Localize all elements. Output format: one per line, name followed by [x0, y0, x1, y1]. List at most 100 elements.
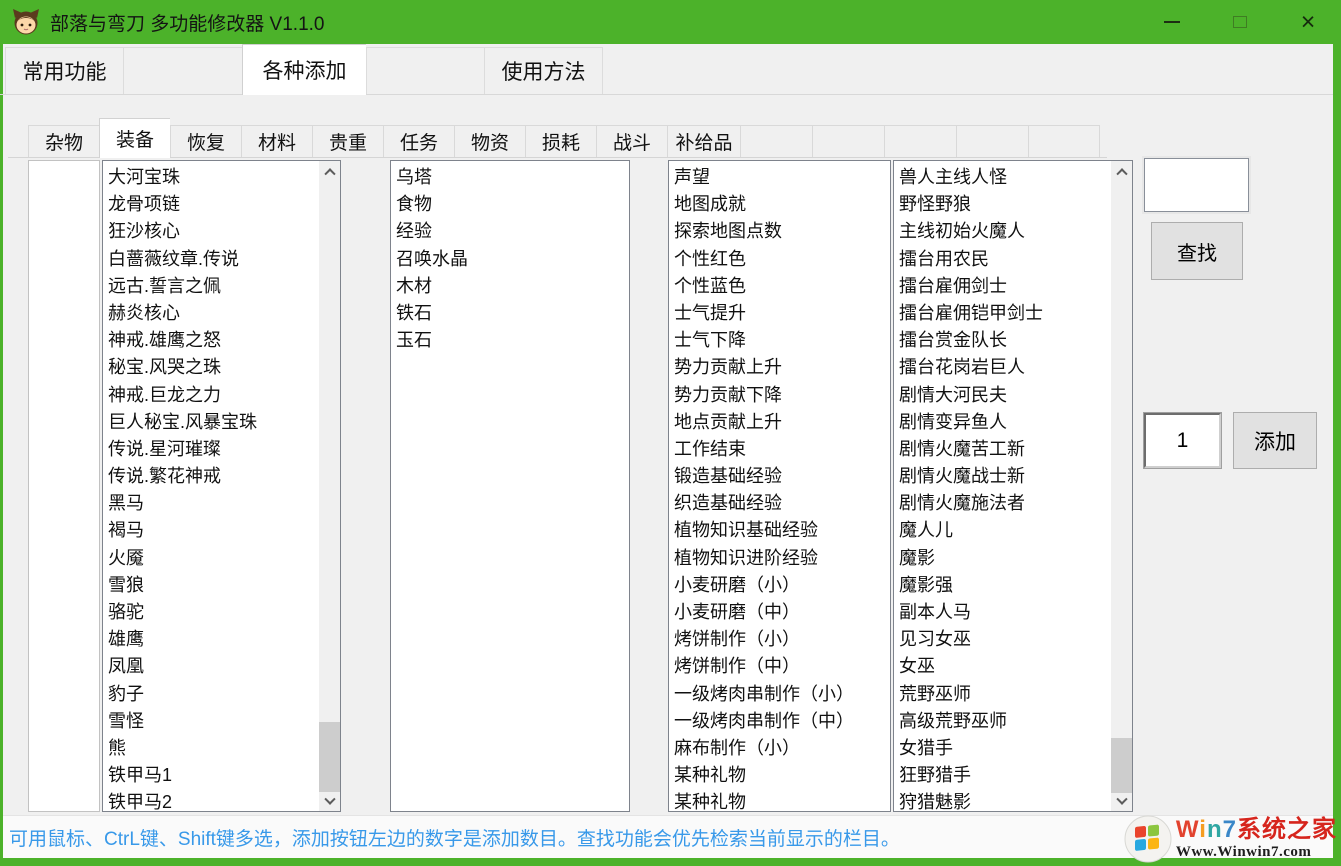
list-item[interactable]: 小麦研磨（中） — [674, 602, 800, 622]
category-tab[interactable]: 物资 — [454, 125, 525, 157]
category-tab[interactable]: 材料 — [241, 125, 312, 157]
scroll-up-button[interactable] — [1111, 161, 1132, 180]
list-item[interactable]: 巨人秘宝.风暴宝珠 — [108, 411, 258, 432]
list-item[interactable]: 个性红色 — [674, 248, 746, 269]
list-item[interactable]: 见习女巫 — [899, 629, 971, 650]
list-item[interactable]: 擂台花岗岩巨人 — [899, 357, 1025, 378]
list-item[interactable]: 士气提升 — [674, 302, 746, 323]
add-button[interactable]: 添加 — [1233, 412, 1317, 469]
resources-list[interactable]: 乌塔食物经验召唤水晶木材铁石玉石 — [390, 160, 630, 812]
list-item[interactable]: 狂野猎手 — [899, 765, 971, 786]
count-input[interactable] — [1144, 413, 1221, 468]
scroll-thumb[interactable] — [319, 722, 340, 792]
list-item[interactable]: 乌塔 — [396, 167, 432, 187]
list-item[interactable]: 赫炎核心 — [108, 302, 180, 323]
list-item[interactable]: 龙骨项链 — [108, 194, 180, 215]
list-item[interactable]: 铁石 — [396, 302, 432, 323]
main-tab[interactable] — [123, 47, 242, 94]
main-tab[interactable]: 各种添加 — [242, 44, 366, 95]
list-item[interactable]: 擂台赏金队长 — [899, 330, 1007, 351]
list-item[interactable]: 兽人主线人怪 — [899, 167, 1007, 187]
list-item[interactable]: 狩猎魅影 — [899, 792, 971, 812]
search-input[interactable] — [1144, 158, 1249, 212]
find-button[interactable]: 查找 — [1151, 222, 1243, 280]
list-item[interactable]: 荒野巫师 — [899, 683, 971, 704]
main-tab[interactable]: 使用方法 — [484, 47, 603, 94]
list-item[interactable]: 铁甲马2 — [108, 792, 173, 812]
list-item[interactable]: 某种礼物 — [674, 792, 746, 812]
list-item[interactable]: 大河宝珠 — [108, 167, 180, 187]
list-item[interactable]: 经验 — [396, 221, 432, 242]
list-item[interactable]: 烤饼制作（中） — [674, 656, 800, 677]
list-item[interactable]: 木材 — [396, 275, 432, 296]
list-item[interactable]: 织造基础经验 — [674, 493, 782, 514]
list-item[interactable]: 雄鹰 — [108, 629, 144, 650]
list-item[interactable]: 植物知识进阶经验 — [674, 547, 818, 568]
list-item[interactable]: 雪怪 — [108, 710, 144, 731]
list-item[interactable]: 魔影 — [899, 547, 935, 568]
list-item[interactable]: 剧情变异鱼人 — [899, 411, 1007, 432]
list-item[interactable]: 铁甲马1 — [108, 765, 173, 786]
list-item[interactable]: 工作结束 — [674, 438, 746, 459]
list-item[interactable]: 熊 — [108, 737, 126, 758]
minimize-button[interactable] — [1149, 0, 1195, 44]
scroll-down-button[interactable] — [319, 792, 340, 811]
category-tab[interactable] — [956, 125, 1028, 157]
list-item[interactable]: 擂台用农民 — [899, 248, 989, 269]
list-item[interactable]: 剧情大河民夫 — [899, 384, 1007, 405]
list-item[interactable]: 豹子 — [108, 683, 144, 704]
scroll-down-button[interactable] — [1111, 792, 1132, 811]
main-tab[interactable]: 常用功能 — [5, 47, 123, 94]
close-button[interactable]: × — [1285, 0, 1331, 44]
list-item[interactable]: 骆驼 — [108, 602, 144, 622]
list-item[interactable]: 某种礼物 — [674, 765, 746, 786]
category-tab[interactable] — [812, 125, 884, 157]
list-item[interactable]: 凤凰 — [108, 656, 144, 677]
list-item[interactable]: 魔人儿 — [899, 520, 953, 541]
list-item[interactable]: 探索地图点数 — [674, 221, 782, 242]
category-tab[interactable]: 贵重 — [312, 125, 383, 157]
category-tab[interactable]: 杂物 — [28, 125, 99, 157]
list-item[interactable]: 擂台雇佣剑士 — [899, 275, 1007, 296]
list-item[interactable]: 雪狼 — [108, 574, 144, 595]
list-item[interactable]: 声望 — [674, 167, 710, 187]
list-item[interactable]: 烤饼制作（小） — [674, 629, 800, 650]
empty-list-panel[interactable] — [28, 160, 100, 812]
npcs-list[interactable]: 兽人主线人怪 野怪野狼主线初始火魔人 擂台用农民擂台雇佣剑士擂台雇佣铠甲剑士 擂台赏金… — [893, 160, 1133, 812]
list-item[interactable]: 一级烤肉串制作（中） — [674, 710, 854, 731]
list-item[interactable]: 女猎手 — [899, 737, 953, 758]
list-item[interactable]: 个性蓝色 — [674, 275, 746, 296]
scroll-up-button[interactable] — [319, 161, 340, 180]
list-item[interactable]: 麻布制作（小） — [674, 737, 800, 758]
list-item[interactable]: 远古.誓言之佩 — [108, 275, 222, 296]
list-item[interactable]: 白蔷薇纹章.传说 — [108, 248, 240, 269]
category-tab[interactable]: 战斗 — [596, 125, 667, 157]
category-tab[interactable] — [740, 125, 812, 157]
list-item[interactable]: 神戒.巨龙之力 — [108, 384, 222, 405]
category-tab[interactable] — [884, 125, 956, 157]
equipment-scrollbar[interactable] — [319, 161, 340, 811]
list-item[interactable]: 食物 — [396, 194, 432, 215]
list-item[interactable]: 火魇 — [108, 547, 144, 568]
list-item[interactable]: 士气下降 — [674, 330, 746, 351]
progress-list[interactable]: 声望 地图成就 探索地图点数 个性红色 个性蓝色 士气提升 士气下降 势力贡献上升 势力贡献下降… — [668, 160, 891, 812]
npcs-scrollbar[interactable] — [1111, 161, 1132, 811]
list-item[interactable]: 剧情火魔苦工新 — [899, 438, 1025, 459]
list-item[interactable]: 野怪野狼 — [899, 194, 971, 215]
list-item[interactable]: 玉石 — [396, 330, 432, 351]
list-item[interactable]: 一级烤肉串制作（小） — [674, 683, 854, 704]
category-tab[interactable]: 装备 — [99, 118, 170, 158]
list-item[interactable]: 地图成就 — [674, 194, 746, 215]
list-item[interactable]: 剧情火魔施法者 — [899, 493, 1025, 514]
list-item[interactable]: 狂沙核心 — [108, 221, 180, 242]
list-item[interactable]: 魔影强 — [899, 574, 953, 595]
list-item[interactable]: 剧情火魔战士新 — [899, 466, 1025, 487]
list-item[interactable]: 黑马 — [108, 493, 144, 514]
list-item[interactable]: 神戒.雄鹰之怒 — [108, 330, 222, 351]
list-item[interactable]: 召唤水晶 — [396, 248, 468, 269]
maximize-button[interactable] — [1217, 0, 1263, 44]
list-item[interactable]: 主线初始火魔人 — [899, 221, 1025, 242]
list-item[interactable]: 势力贡献上升 — [674, 357, 782, 378]
list-item[interactable]: 擂台雇佣铠甲剑士 — [899, 302, 1043, 323]
list-item[interactable]: 高级荒野巫师 — [899, 710, 1007, 731]
